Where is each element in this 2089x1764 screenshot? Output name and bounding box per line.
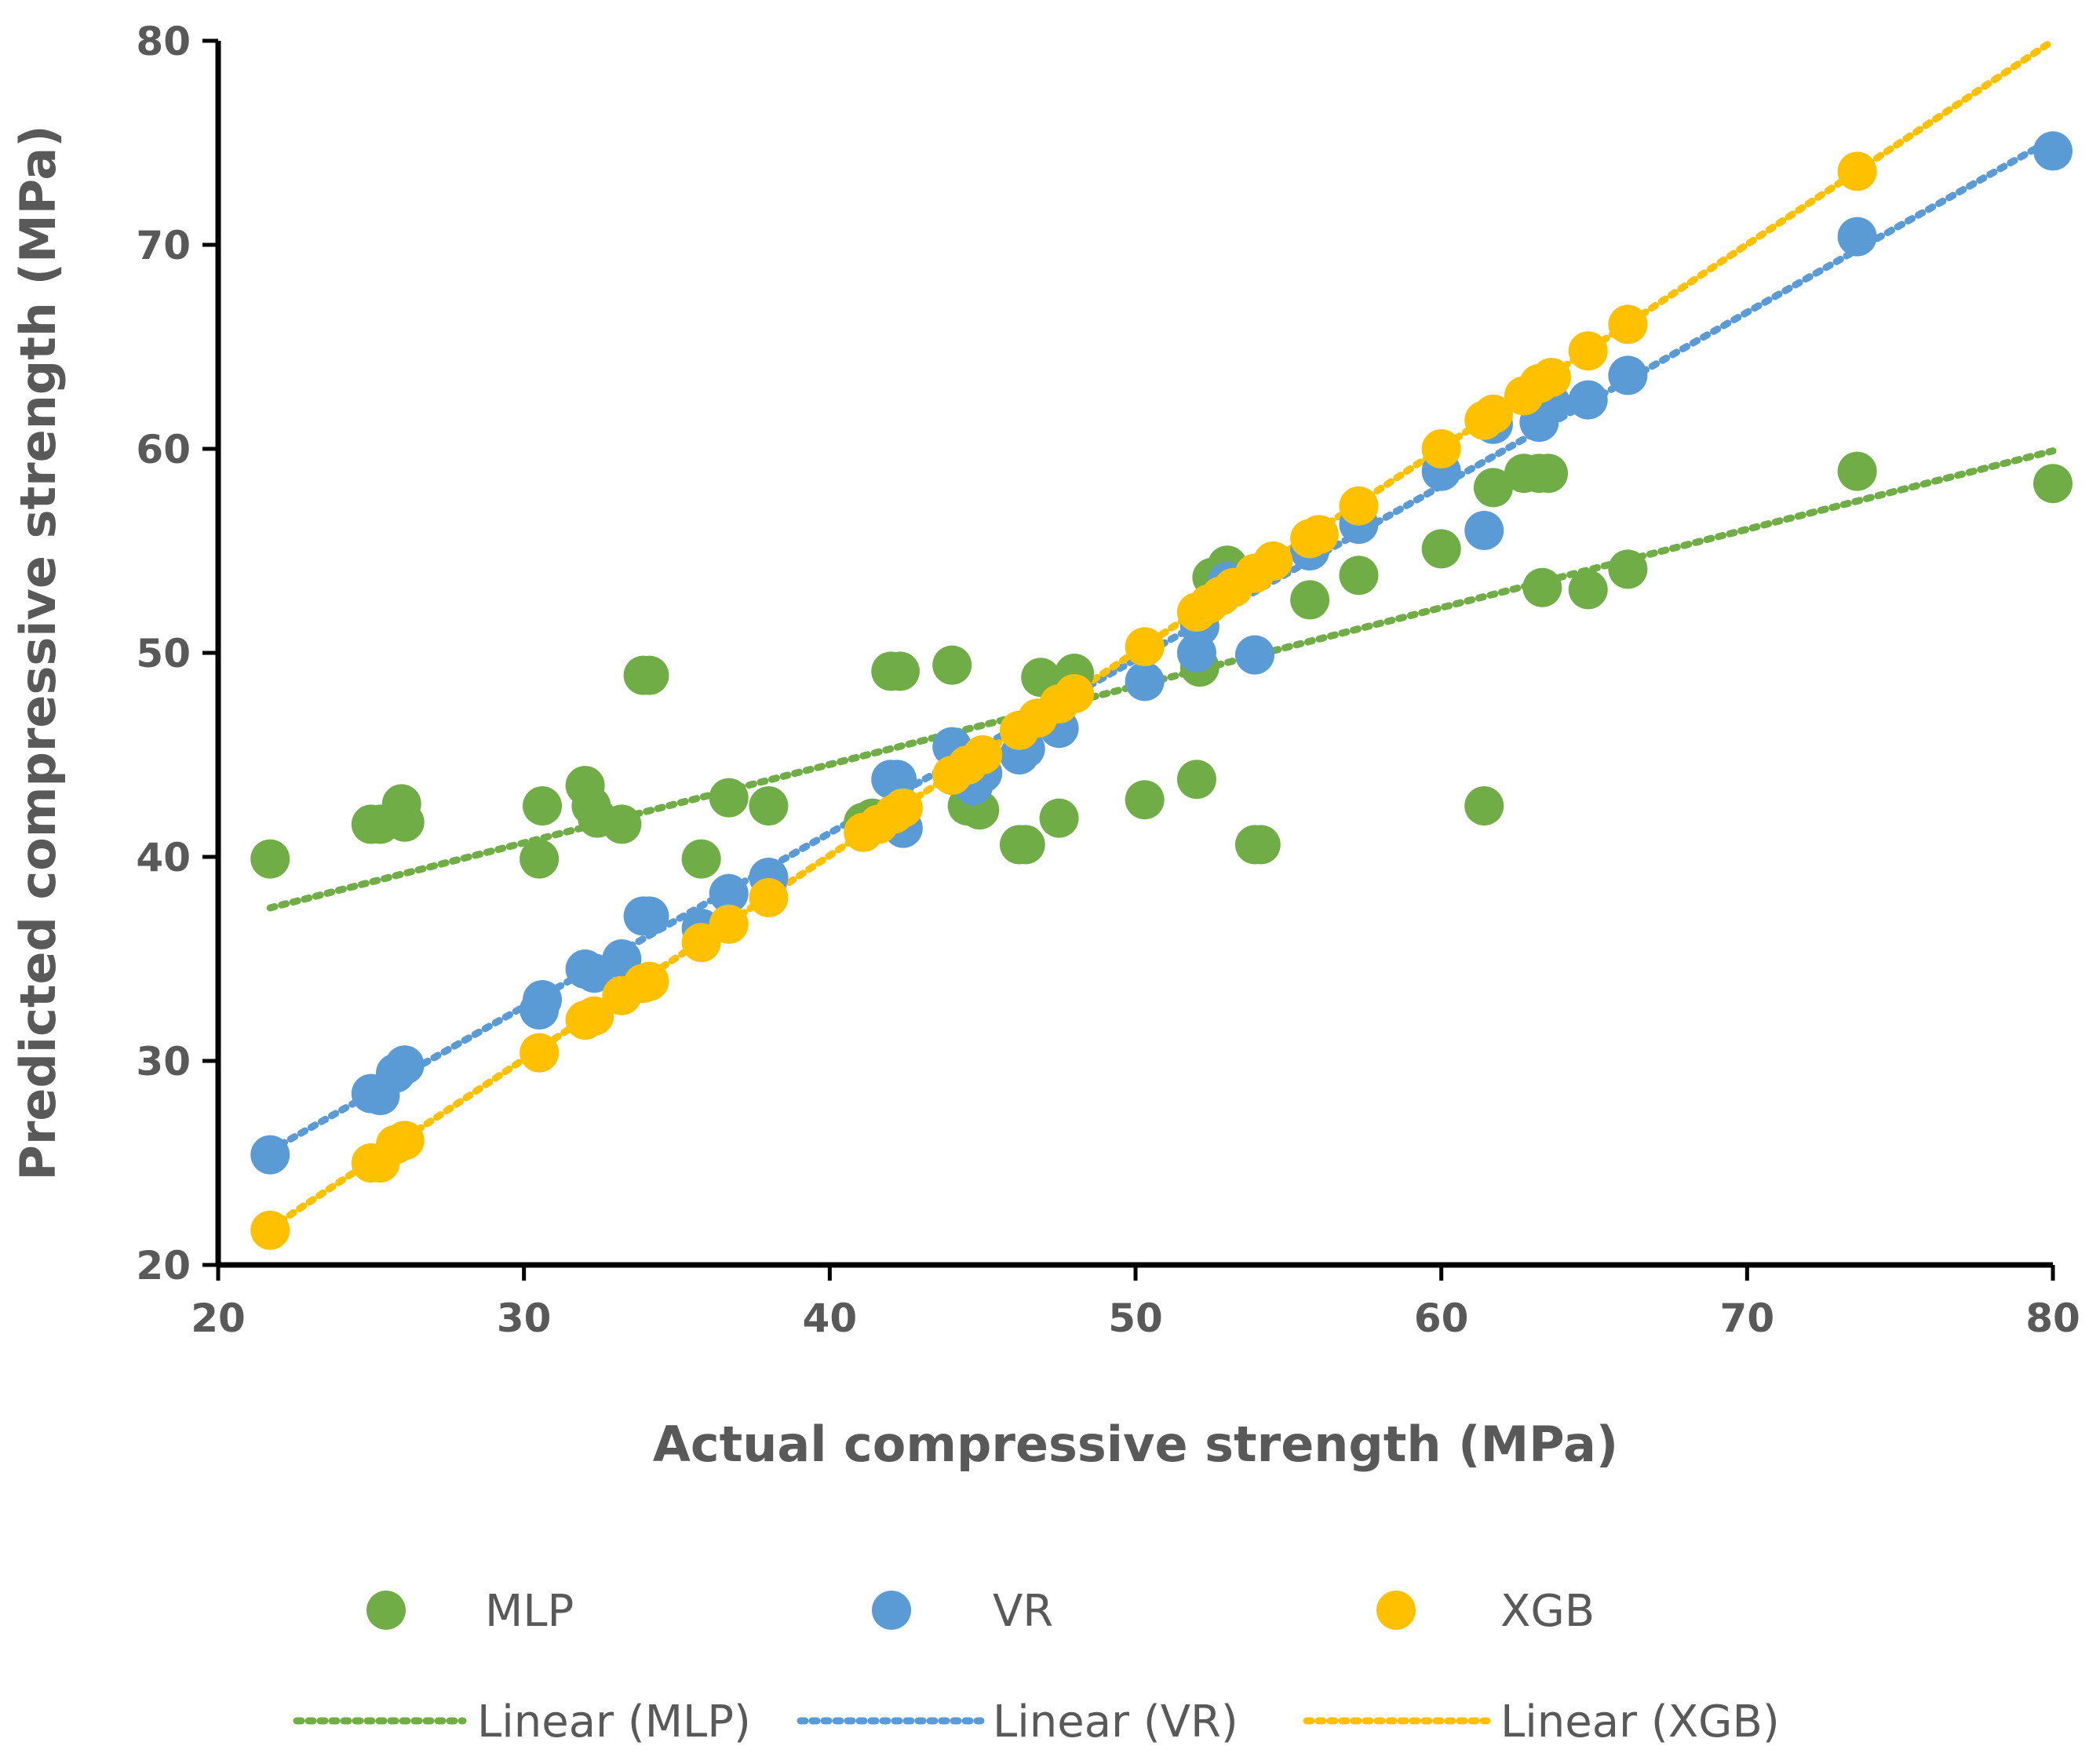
xgb-point-17 (883, 788, 923, 828)
mlp-point-29 (1176, 760, 1216, 800)
mlp-point-36 (1339, 556, 1379, 596)
mlp-point-13 (681, 839, 721, 879)
xgb-point-12 (709, 904, 749, 944)
mlp-point-4 (385, 802, 425, 842)
vr-point-38 (1837, 217, 1877, 257)
x-tick-label-1: 30 (497, 1296, 552, 1341)
mlp-point-47 (2033, 464, 2073, 504)
data-points (250, 131, 2073, 1250)
mlp-point-24 (1005, 825, 1045, 865)
xgb-point-5 (520, 1033, 560, 1073)
trendline-linear-xgb (266, 37, 2057, 1232)
vr-point-11 (629, 896, 669, 936)
mlp-point-26 (1039, 798, 1079, 838)
legend-label-linear-mlp: Linear (MLP) (477, 1697, 751, 1748)
xgb-point-25 (1125, 627, 1165, 667)
y-tick-label-6: 80 (136, 19, 191, 64)
x-tick-label-0: 20 (191, 1296, 246, 1341)
vr-point-28 (1234, 635, 1274, 675)
legend: MLP VR XGB Linear (MLP) Linear (VR) Line… (293, 1586, 1780, 1748)
y-tick-label-2: 40 (136, 835, 191, 880)
xgb-point-24 (1055, 674, 1095, 713)
vr-point-24 (1125, 662, 1165, 702)
xgb-point-37 (1473, 394, 1513, 434)
mlp-point-46 (1837, 451, 1877, 491)
vr-point-6 (523, 980, 563, 1019)
legend-label-linear-xgb: Linear (XGB) (1500, 1697, 1780, 1748)
mlp-point-15 (749, 786, 789, 826)
mlp-point-34 (1241, 825, 1281, 865)
x-axis-title: Actual compressive strength (MPa) (653, 1416, 1618, 1473)
xgb-point-34 (1339, 486, 1379, 526)
mlp-point-38 (1464, 786, 1504, 826)
mlp-point-6 (523, 786, 563, 826)
xgb-point-41 (1568, 331, 1608, 371)
xgb-point-40 (1531, 358, 1571, 397)
legend-marker-mlp (366, 1591, 406, 1630)
mlp-point-28 (1125, 780, 1165, 820)
xgb-point-35 (1421, 429, 1461, 468)
xgb-point-4 (385, 1121, 425, 1161)
y-tick-label-4: 60 (136, 427, 191, 472)
y-tick-label-5: 70 (136, 223, 191, 268)
legend-label-mlp: MLP (485, 1586, 574, 1637)
mlp-point-39 (1473, 468, 1513, 508)
vr-point-13 (709, 873, 749, 913)
mlp-point-0 (250, 839, 290, 879)
x-tick-label-4: 60 (1414, 1296, 1469, 1341)
x-tick-label-2: 40 (803, 1296, 858, 1341)
xgb-point-33 (1299, 515, 1339, 555)
mlp-point-20 (932, 645, 972, 685)
mlp-point-35 (1290, 580, 1330, 620)
vr-point-4 (385, 1045, 425, 1085)
legend-label-vr: VR (993, 1586, 1053, 1637)
mlp-point-43 (1522, 567, 1562, 607)
axes (202, 38, 2055, 1281)
y-tick-label-0: 20 (136, 1243, 191, 1288)
vr-point-39 (2033, 131, 2073, 171)
x-tick-label-6: 80 (2025, 1296, 2080, 1341)
xgb-point-20 (963, 735, 1003, 774)
vr-point-0 (250, 1135, 290, 1175)
mlp-point-37 (1421, 529, 1461, 569)
y-axis-title: Predicted compressive strength (MPa) (9, 125, 67, 1180)
xgb-point-11 (681, 923, 721, 963)
series-xgb (250, 151, 1877, 1250)
x-tick-label-3: 50 (1108, 1296, 1163, 1341)
xgb-point-0 (250, 1210, 290, 1250)
mlp-point-10 (602, 804, 642, 844)
y-tick-label-3: 50 (136, 631, 191, 676)
mlp-point-19 (880, 651, 920, 691)
legend-label-linear-vr: Linear (VR) (993, 1697, 1238, 1748)
legend-marker-vr (872, 1591, 911, 1630)
xgb-point-7 (574, 996, 614, 1036)
vr-point-32 (1464, 511, 1504, 550)
vr-point-36 (1568, 380, 1608, 420)
legend-marker-xgb (1376, 1591, 1416, 1630)
xgb-point-31 (1253, 541, 1293, 581)
vr-point-37 (1608, 355, 1648, 395)
y-tick-label-1: 30 (136, 1039, 191, 1084)
mlp-point-45 (1608, 549, 1648, 589)
mlp-point-12 (629, 655, 669, 695)
xgb-point-43 (1837, 151, 1877, 191)
tick-labels: 20 30 40 50 60 70 80 20 30 40 50 60 70 80 (136, 19, 2080, 1341)
x-tick-label-5: 70 (1720, 1296, 1775, 1341)
xgb-point-10 (629, 961, 669, 1001)
xgb-point-42 (1608, 304, 1648, 344)
mlp-point-44 (1568, 570, 1608, 610)
mlp-point-5 (520, 839, 560, 879)
mlp-point-42 (1529, 454, 1569, 494)
mlp-point-14 (709, 778, 749, 818)
xgb-point-13 (749, 878, 789, 917)
legend-label-xgb: XGB (1500, 1586, 1595, 1637)
